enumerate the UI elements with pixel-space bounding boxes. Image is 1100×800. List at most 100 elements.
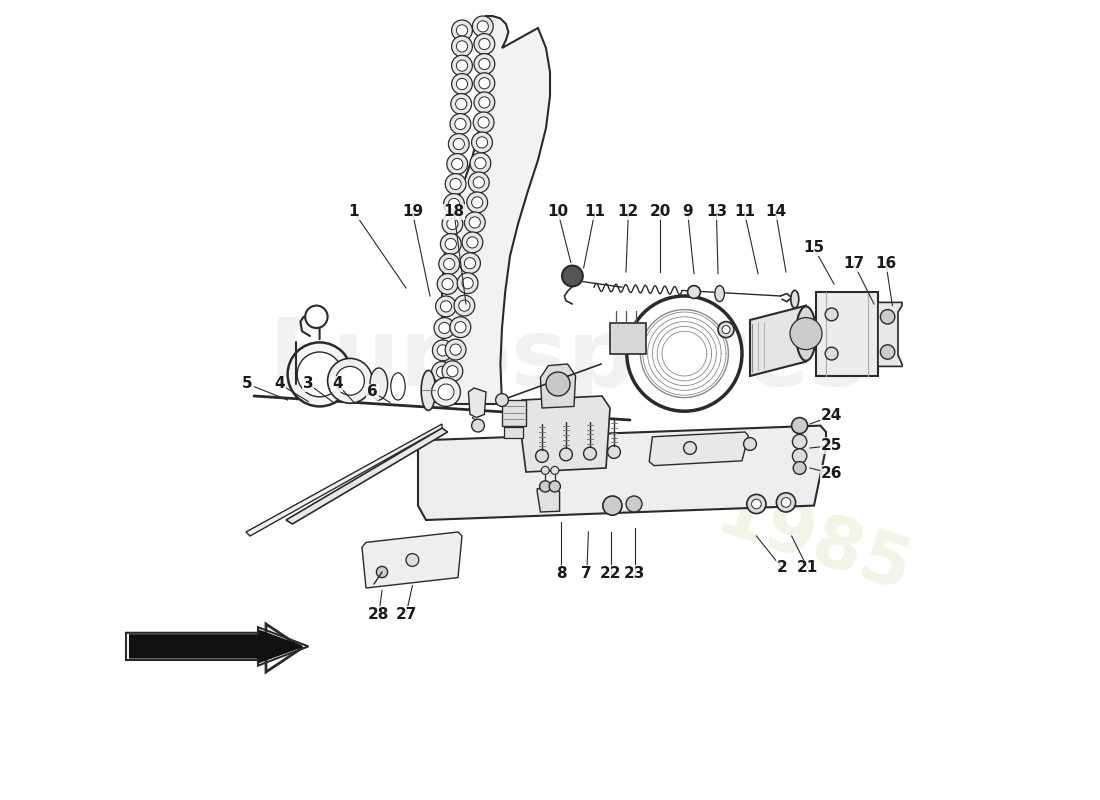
Circle shape — [305, 306, 328, 328]
Circle shape — [437, 274, 458, 294]
Circle shape — [496, 394, 508, 406]
Circle shape — [541, 466, 549, 474]
Text: 4: 4 — [274, 377, 285, 391]
Circle shape — [458, 273, 478, 294]
Text: 4: 4 — [332, 377, 342, 391]
Circle shape — [450, 178, 461, 190]
Circle shape — [472, 197, 483, 208]
Circle shape — [466, 237, 478, 248]
Circle shape — [478, 97, 490, 108]
Circle shape — [442, 361, 463, 382]
Circle shape — [584, 447, 596, 460]
Text: 7: 7 — [582, 566, 592, 581]
Circle shape — [747, 494, 766, 514]
Text: 15: 15 — [803, 241, 825, 255]
Circle shape — [790, 318, 822, 350]
Circle shape — [777, 493, 795, 512]
Circle shape — [722, 326, 730, 334]
Polygon shape — [518, 396, 611, 472]
Circle shape — [442, 214, 463, 234]
Circle shape — [452, 158, 463, 170]
Circle shape — [436, 296, 456, 317]
Circle shape — [466, 192, 487, 213]
Circle shape — [450, 114, 471, 134]
Circle shape — [626, 496, 642, 512]
Circle shape — [456, 78, 468, 90]
Circle shape — [472, 16, 493, 37]
Polygon shape — [878, 302, 902, 366]
Circle shape — [439, 322, 450, 334]
Text: 24: 24 — [821, 409, 843, 423]
Circle shape — [438, 384, 454, 400]
Circle shape — [436, 388, 447, 399]
Polygon shape — [130, 630, 302, 662]
Polygon shape — [246, 424, 442, 536]
Circle shape — [607, 446, 620, 458]
Circle shape — [474, 92, 495, 113]
Polygon shape — [505, 427, 522, 438]
Circle shape — [473, 112, 494, 133]
Circle shape — [454, 118, 466, 130]
Text: 1: 1 — [349, 205, 360, 219]
Polygon shape — [418, 426, 826, 520]
Text: 2: 2 — [777, 561, 788, 575]
Text: 18: 18 — [443, 205, 464, 219]
Circle shape — [688, 286, 701, 298]
Circle shape — [683, 442, 696, 454]
Circle shape — [540, 481, 551, 492]
Circle shape — [474, 54, 495, 74]
Circle shape — [442, 278, 453, 290]
Ellipse shape — [715, 286, 725, 302]
Circle shape — [456, 25, 468, 36]
Circle shape — [469, 172, 490, 193]
Polygon shape — [134, 624, 302, 672]
Circle shape — [536, 450, 549, 462]
Polygon shape — [286, 428, 448, 524]
Circle shape — [456, 41, 468, 52]
Circle shape — [472, 132, 493, 153]
Text: Eurospares: Eurospares — [268, 314, 867, 406]
Polygon shape — [610, 323, 646, 354]
Circle shape — [437, 366, 448, 378]
Text: 17: 17 — [844, 257, 865, 271]
Circle shape — [439, 254, 460, 274]
Circle shape — [440, 234, 461, 254]
Polygon shape — [815, 292, 878, 376]
Circle shape — [476, 137, 487, 148]
Circle shape — [449, 198, 460, 210]
Circle shape — [452, 36, 472, 57]
Ellipse shape — [791, 290, 799, 308]
Circle shape — [474, 73, 495, 94]
Polygon shape — [299, 354, 314, 384]
Circle shape — [453, 138, 464, 150]
Circle shape — [478, 117, 490, 128]
Circle shape — [627, 296, 743, 411]
Text: 3: 3 — [304, 377, 313, 391]
Circle shape — [297, 352, 342, 397]
Text: 21: 21 — [798, 561, 818, 575]
Circle shape — [446, 174, 466, 194]
Text: 5: 5 — [242, 377, 253, 391]
Text: 14: 14 — [764, 205, 786, 219]
Circle shape — [470, 217, 481, 228]
Circle shape — [551, 466, 559, 474]
Circle shape — [546, 372, 570, 396]
Circle shape — [640, 310, 728, 398]
Circle shape — [477, 21, 488, 32]
Circle shape — [792, 434, 806, 449]
Circle shape — [718, 322, 734, 338]
Text: 1985: 1985 — [707, 480, 921, 608]
Circle shape — [464, 258, 475, 269]
Text: 27: 27 — [395, 607, 417, 622]
Polygon shape — [540, 364, 575, 408]
Polygon shape — [502, 400, 526, 426]
Circle shape — [462, 278, 473, 289]
Circle shape — [470, 153, 491, 174]
Circle shape — [456, 60, 468, 71]
Circle shape — [451, 94, 472, 114]
Circle shape — [478, 38, 490, 50]
Circle shape — [880, 310, 894, 324]
Circle shape — [452, 20, 472, 41]
Circle shape — [443, 258, 454, 270]
Circle shape — [376, 566, 387, 578]
